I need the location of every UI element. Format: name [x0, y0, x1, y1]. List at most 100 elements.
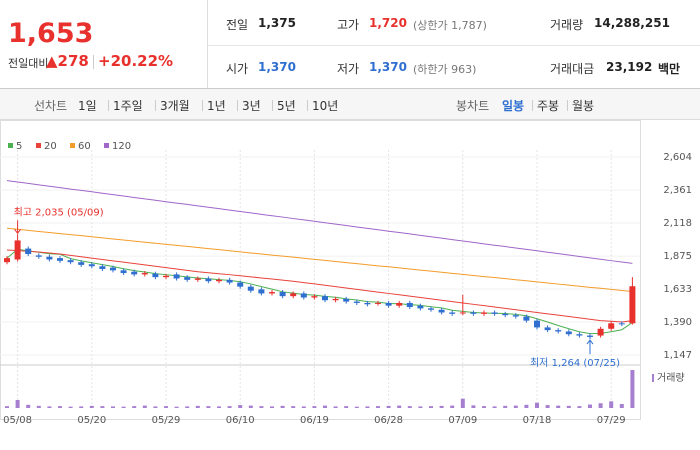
candle-body [587, 335, 593, 337]
volume-bar [418, 406, 423, 408]
candle-body [481, 312, 487, 314]
candle-body [290, 293, 297, 297]
volume-bar [503, 405, 508, 408]
stat-label: 거래대금 [550, 62, 595, 76]
candle-body [14, 240, 21, 260]
candle-body [534, 320, 540, 328]
y-tick-label: 1,390 [663, 317, 692, 328]
candle-body [194, 278, 201, 280]
stat-label: 고가 [337, 18, 360, 32]
candle-body [565, 331, 572, 335]
sep [567, 100, 568, 111]
volume-bar [588, 404, 592, 408]
volume-bar [386, 405, 391, 408]
candle-body [78, 262, 85, 265]
legend-label: 60 [78, 141, 91, 152]
legend-swatch [70, 143, 75, 148]
volume-bar [598, 403, 603, 408]
volume-bar [238, 405, 243, 408]
x-tick-label: 06/10 [226, 415, 255, 426]
period-button[interactable]: 3년 [242, 99, 261, 113]
volume-bar [248, 405, 253, 408]
candle-period-button[interactable]: 주봉 [537, 99, 560, 113]
legend-label: 120 [112, 141, 131, 152]
candle-body [512, 315, 519, 317]
low-arrowhead [586, 339, 594, 345]
volume-bar [630, 370, 635, 408]
candle-body [608, 323, 615, 329]
volume-bar [217, 406, 221, 408]
candle-body [99, 266, 106, 269]
volume-bar [195, 405, 200, 408]
candle-period-button[interactable]: 일봉 [502, 99, 525, 113]
candle-body [237, 282, 244, 287]
candle-body [300, 293, 307, 298]
candle-body [332, 298, 339, 301]
period-button[interactable]: 5년 [277, 99, 296, 113]
change-label: 전일대비 [8, 57, 49, 70]
ma-line [6, 180, 633, 264]
volume-bar [365, 406, 370, 408]
volume-bar [291, 406, 296, 408]
candle-body [216, 279, 222, 282]
toolbar-label: 봉차트 [456, 99, 490, 113]
period-button[interactable]: 1주일 [113, 99, 143, 113]
volume-bar [121, 406, 126, 408]
volume-bar [333, 406, 338, 408]
volume-bar [566, 405, 571, 408]
volume-bar [164, 406, 168, 408]
candle-body [470, 312, 477, 314]
stat-note: (하한가 963) [413, 63, 477, 76]
sep [237, 100, 238, 111]
volume-legend-swatch [652, 374, 654, 382]
candle-body [184, 277, 191, 280]
volume-bar [270, 406, 274, 408]
volume-bar [68, 406, 73, 408]
candle-body [375, 302, 381, 304]
volume-bar [142, 405, 147, 408]
candle-body [438, 309, 445, 313]
volume-bar [535, 402, 539, 408]
candle-body [131, 271, 138, 275]
candle-body [459, 312, 466, 314]
legend-label: 5 [16, 141, 22, 152]
legend-swatch [104, 143, 109, 148]
volume-bar [609, 401, 614, 408]
candle-body [279, 292, 286, 297]
high-annotation: 최고 2,035 (05/09) [14, 206, 104, 218]
candle-body [417, 305, 424, 309]
volume-bar [79, 406, 84, 408]
candle-body [343, 298, 350, 302]
candle-body [576, 334, 583, 336]
volume-bar [47, 406, 52, 408]
volume-bar [206, 406, 211, 408]
volume-bar [344, 406, 349, 408]
period-button[interactable]: 10년 [312, 99, 339, 113]
period-button[interactable]: 1년 [207, 99, 226, 113]
volume-bar [323, 405, 327, 408]
candle-body [4, 258, 10, 263]
candle-body [269, 292, 275, 294]
stat-label: 거래량 [550, 18, 584, 32]
period-button[interactable]: 3개월 [160, 99, 190, 113]
high-arrowhead [14, 229, 21, 235]
y-tick-label: 1,147 [663, 350, 692, 361]
candle-body [173, 274, 180, 279]
volume-bar [513, 405, 518, 408]
stat-label: 저가 [337, 62, 360, 76]
candle-body [555, 330, 562, 332]
period-button[interactable]: 1일 [78, 99, 97, 113]
candle-body [247, 286, 254, 291]
x-tick-label: 05/08 [3, 415, 32, 426]
candle-body [618, 323, 625, 325]
chart: 1,147 1,390 1,633 1,875 2,118 2,361 2,604 05/08… [0, 120, 692, 426]
y-tick-label: 2,118 [663, 218, 692, 229]
volume-bar [460, 398, 465, 408]
header-bottom [0, 88, 700, 89]
candle-body [46, 256, 53, 260]
stat-value: 1,370 [258, 60, 296, 74]
candle-period-button[interactable]: 월봉 [572, 99, 595, 113]
candle-body [406, 302, 413, 308]
candle-body [523, 316, 530, 321]
volume-bar [280, 405, 285, 408]
